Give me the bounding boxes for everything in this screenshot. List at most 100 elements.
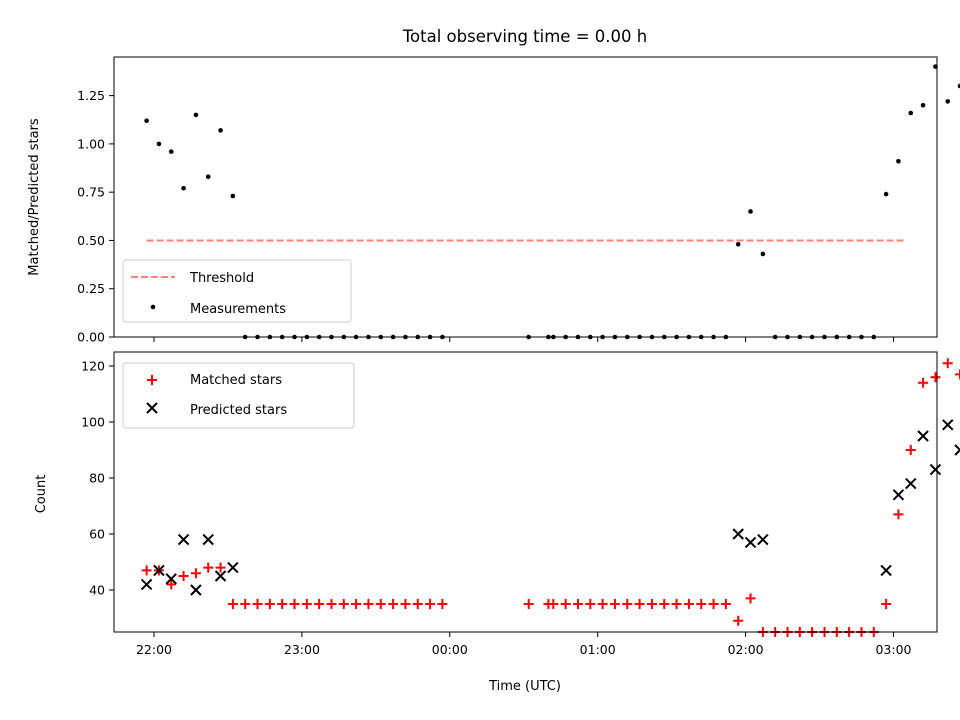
matched-star-point bbox=[227, 599, 238, 609]
predicted-star-point bbox=[929, 463, 942, 476]
predicted-star-point bbox=[140, 578, 153, 591]
measurement-point bbox=[144, 118, 149, 124]
measurement-point bbox=[205, 174, 211, 180]
predicted-star-point bbox=[917, 430, 929, 442]
matched-star-point bbox=[203, 562, 214, 573]
legend-matched-swatch bbox=[147, 375, 157, 385]
measurement-point bbox=[748, 209, 753, 214]
bottom-y-axis-label: Count bbox=[34, 475, 49, 514]
matched-star-point bbox=[659, 599, 670, 609]
matched-star-point bbox=[955, 369, 960, 380]
measurement-point bbox=[735, 242, 741, 247]
matched-star-point bbox=[338, 599, 349, 609]
matched-star-point bbox=[523, 599, 534, 609]
matched-star-point bbox=[905, 445, 916, 455]
matched-star-point bbox=[301, 599, 312, 609]
matched-star-point bbox=[881, 599, 892, 609]
predicted-star-point bbox=[744, 536, 757, 549]
predicted-star-point bbox=[190, 584, 202, 596]
matched-star-point bbox=[708, 599, 719, 609]
matched-star-point bbox=[252, 599, 263, 609]
bottom-x-tick-label-5: 03:00 bbox=[875, 642, 911, 657]
measurement-point bbox=[760, 251, 766, 257]
matched-star-point bbox=[548, 599, 559, 609]
bottom-frame bbox=[113, 351, 938, 633]
count-legend-box bbox=[122, 362, 355, 429]
matched-star-point bbox=[597, 599, 608, 609]
legend-predicted-label: Predicted stars bbox=[190, 403, 287, 418]
matched-star-point bbox=[609, 599, 620, 609]
matched-star-point bbox=[942, 358, 953, 369]
bottom-y-tick-label-2: 80 bbox=[89, 471, 105, 486]
measurement-point bbox=[908, 110, 914, 116]
count-panel: 40 60 80 100 120 22:00 23:00 00:00 01:00 02:00 03:… bbox=[81, 351, 960, 657]
bottom-y-tick-label-3: 100 bbox=[81, 415, 105, 430]
bottom-x-tick-label-1: 23:00 bbox=[284, 642, 320, 657]
matched-star-point bbox=[671, 599, 682, 609]
measurement-point bbox=[168, 149, 174, 154]
measurement-point bbox=[920, 102, 926, 108]
bottom-x-tick-label-3: 01:00 bbox=[580, 642, 616, 657]
matched-star-point bbox=[363, 599, 374, 609]
x-axis-label: Time (UTC) bbox=[488, 679, 561, 694]
matched-star-point bbox=[683, 599, 694, 609]
ratio-panel: 0.00 0.25 0.50 0.75 1.00 1.25 bbox=[77, 56, 960, 345]
predicted-star-point bbox=[214, 570, 227, 582]
matched-star-point bbox=[634, 599, 645, 609]
matched-star-point bbox=[893, 509, 904, 520]
matched-star-point bbox=[375, 599, 386, 609]
matched-star-point bbox=[720, 599, 731, 609]
measurement-point bbox=[883, 191, 889, 197]
measurement-point bbox=[156, 141, 162, 147]
predicted-star-point bbox=[227, 561, 239, 574]
matched-star-point bbox=[400, 599, 411, 609]
matched-star-point bbox=[560, 599, 571, 609]
measurement-point bbox=[230, 193, 236, 199]
top-y-tick-label-0: 0.00 bbox=[77, 330, 105, 345]
legend-matched-label: Matched stars bbox=[190, 373, 282, 388]
top-y-tick-label-5: 1.25 bbox=[77, 88, 105, 103]
matched-star-point bbox=[696, 599, 707, 609]
top-y-tick-label-2: 0.50 bbox=[77, 233, 105, 248]
legend-predicted-swatch bbox=[146, 402, 158, 414]
count-legend: Matched stars Predicted stars bbox=[122, 362, 355, 429]
bottom-x-tick-label-0: 22:00 bbox=[136, 642, 172, 657]
measurement-point bbox=[181, 186, 186, 191]
bottom-y-tick-label-1: 60 bbox=[89, 527, 105, 542]
predicted-star-point bbox=[757, 533, 769, 546]
matched-star-point bbox=[141, 565, 152, 576]
matched-star-point bbox=[437, 599, 448, 609]
measurement-point bbox=[957, 83, 960, 89]
matched-star-point bbox=[277, 599, 288, 609]
bottom-x-tick-label-4: 02:00 bbox=[728, 642, 764, 657]
legend-measurements-swatch bbox=[150, 304, 156, 310]
matched-star-point bbox=[622, 599, 633, 609]
matched-star-point bbox=[930, 372, 941, 383]
matched-star-point bbox=[264, 599, 275, 609]
predicted-star-point bbox=[177, 533, 190, 546]
top-frame bbox=[113, 56, 938, 338]
legend-threshold-label: Threshold bbox=[189, 271, 254, 286]
matched-star-point bbox=[745, 593, 756, 604]
matched-star-point bbox=[166, 579, 177, 590]
matched-star-point bbox=[585, 599, 596, 609]
predicted-star-point bbox=[202, 533, 214, 546]
predicted-star-point bbox=[732, 528, 744, 540]
ratio-legend: Threshold Measurements bbox=[122, 259, 352, 323]
bottom-y-tick-label-0: 40 bbox=[89, 583, 105, 598]
predicted-star-point bbox=[153, 564, 165, 577]
matched-star-point bbox=[425, 599, 436, 609]
matched-star-point bbox=[733, 615, 744, 626]
legend-measurements-label: Measurements bbox=[190, 302, 286, 317]
measurement-point bbox=[945, 99, 951, 104]
matched-star-point bbox=[240, 599, 251, 609]
measurement-point bbox=[218, 128, 223, 133]
matched-star-point bbox=[314, 599, 325, 609]
measurement-point bbox=[896, 158, 901, 164]
top-y-tick-label-1: 0.25 bbox=[77, 281, 105, 296]
matched-star-point bbox=[388, 599, 399, 609]
predicted-star-point bbox=[905, 477, 917, 490]
matched-star-point bbox=[918, 377, 929, 388]
bottom-y-tick-label-4: 120 bbox=[81, 359, 105, 374]
